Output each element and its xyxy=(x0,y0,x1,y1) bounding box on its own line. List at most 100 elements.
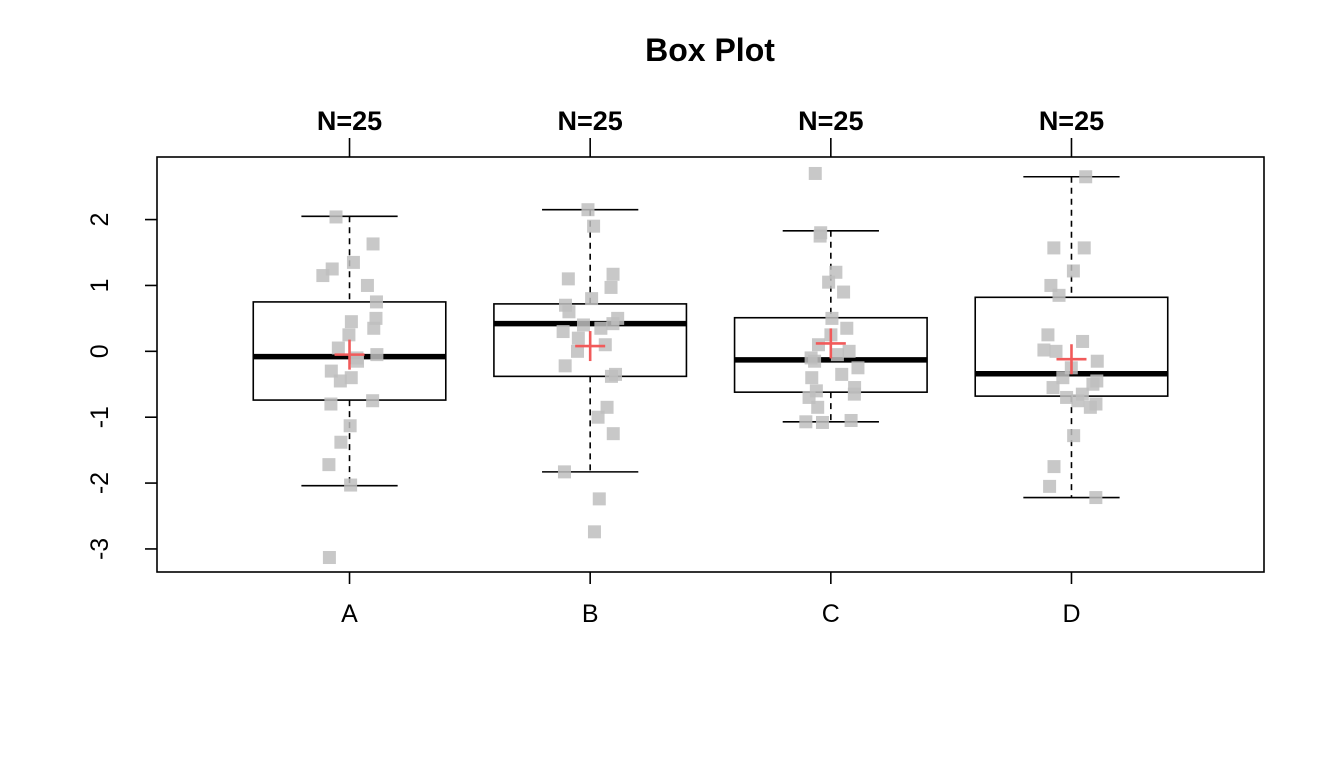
data-point xyxy=(558,359,572,373)
data-point xyxy=(1066,264,1080,278)
data-point xyxy=(557,465,571,479)
data-point xyxy=(1049,344,1063,358)
data-point xyxy=(333,374,347,388)
data-point xyxy=(324,364,338,378)
data-point xyxy=(1090,374,1104,388)
data-point xyxy=(316,269,330,283)
y-tick-label: 2 xyxy=(86,213,114,227)
data-point xyxy=(322,458,336,472)
data-point xyxy=(851,361,865,375)
x-tick-label: A xyxy=(341,600,358,628)
data-point xyxy=(813,229,827,243)
data-point xyxy=(1076,334,1090,348)
y-tick-label: 1 xyxy=(86,278,114,292)
data-point xyxy=(1047,460,1061,474)
data-point xyxy=(576,318,590,332)
data-point xyxy=(1041,328,1055,342)
data-point xyxy=(600,400,614,414)
data-point xyxy=(808,354,822,368)
data-point xyxy=(342,328,356,342)
data-point xyxy=(1044,278,1058,292)
plot-layer xyxy=(252,166,1169,565)
y-tick-label: -1 xyxy=(86,406,114,428)
data-point xyxy=(366,394,380,408)
data-point xyxy=(367,321,381,335)
data-point xyxy=(840,321,854,335)
x-tick-label: D xyxy=(1062,600,1080,628)
data-point xyxy=(1043,479,1057,493)
data-point xyxy=(344,315,358,329)
data-point xyxy=(830,348,844,362)
data-point xyxy=(1056,371,1070,385)
box-group-c xyxy=(733,166,928,429)
data-point xyxy=(1060,390,1074,404)
data-point xyxy=(847,387,861,401)
data-point xyxy=(351,354,365,368)
data-point xyxy=(331,341,345,355)
data-point xyxy=(370,348,384,362)
data-point xyxy=(344,478,358,492)
data-point xyxy=(329,210,343,224)
data-point xyxy=(822,275,836,289)
data-point xyxy=(334,435,348,449)
data-point xyxy=(1083,400,1097,414)
box-group-a xyxy=(252,210,447,565)
box-group-d xyxy=(974,170,1169,505)
data-point xyxy=(561,272,575,286)
data-point xyxy=(594,321,608,335)
data-point xyxy=(1079,170,1093,184)
x-tick-label: C xyxy=(822,600,840,628)
data-point xyxy=(556,325,570,339)
data-point xyxy=(1090,354,1104,368)
data-point xyxy=(1067,429,1081,443)
data-point xyxy=(1077,241,1091,255)
data-point xyxy=(571,331,585,345)
data-point xyxy=(844,413,858,427)
box-group-b xyxy=(493,203,688,539)
x-tick-label: B xyxy=(582,600,599,628)
y-tick-label: 0 xyxy=(86,344,114,358)
data-point xyxy=(805,371,819,385)
data-point xyxy=(343,419,357,433)
data-point xyxy=(799,415,813,429)
iqr-box xyxy=(252,301,447,401)
data-point xyxy=(571,344,585,358)
data-point xyxy=(324,397,338,411)
data-point xyxy=(842,344,856,358)
data-point xyxy=(587,219,601,233)
data-point xyxy=(366,237,380,251)
data-point xyxy=(581,203,595,217)
top-n-label: N=25 xyxy=(558,106,623,136)
chart-title: Box Plot xyxy=(645,32,775,68)
data-point xyxy=(1046,381,1060,395)
y-tick-label: -3 xyxy=(86,538,114,560)
data-point xyxy=(1047,241,1061,255)
top-n-label: N=25 xyxy=(798,106,863,136)
data-point xyxy=(811,338,825,352)
data-point xyxy=(346,255,360,269)
data-point xyxy=(591,410,605,424)
data-point xyxy=(606,427,620,441)
plot-frame xyxy=(156,156,1265,573)
data-point xyxy=(837,285,851,299)
data-point xyxy=(369,295,383,309)
data-point xyxy=(592,492,606,506)
data-point xyxy=(587,525,601,539)
top-n-label: N=25 xyxy=(317,106,382,136)
data-point xyxy=(1089,491,1103,505)
data-point xyxy=(598,338,612,352)
data-point xyxy=(604,280,618,294)
data-point xyxy=(604,369,618,383)
data-point xyxy=(808,166,822,180)
data-point xyxy=(585,292,599,306)
data-point xyxy=(562,305,576,319)
data-point xyxy=(606,267,620,281)
data-point xyxy=(1052,288,1066,302)
data-point xyxy=(815,415,829,429)
data-point xyxy=(811,400,825,414)
data-point xyxy=(835,367,849,381)
axis-layer: A N=25 B N=25 C N=25 D N=25 -3 -2 -1 0 1 2 xyxy=(86,106,1104,628)
data-point xyxy=(825,311,839,325)
